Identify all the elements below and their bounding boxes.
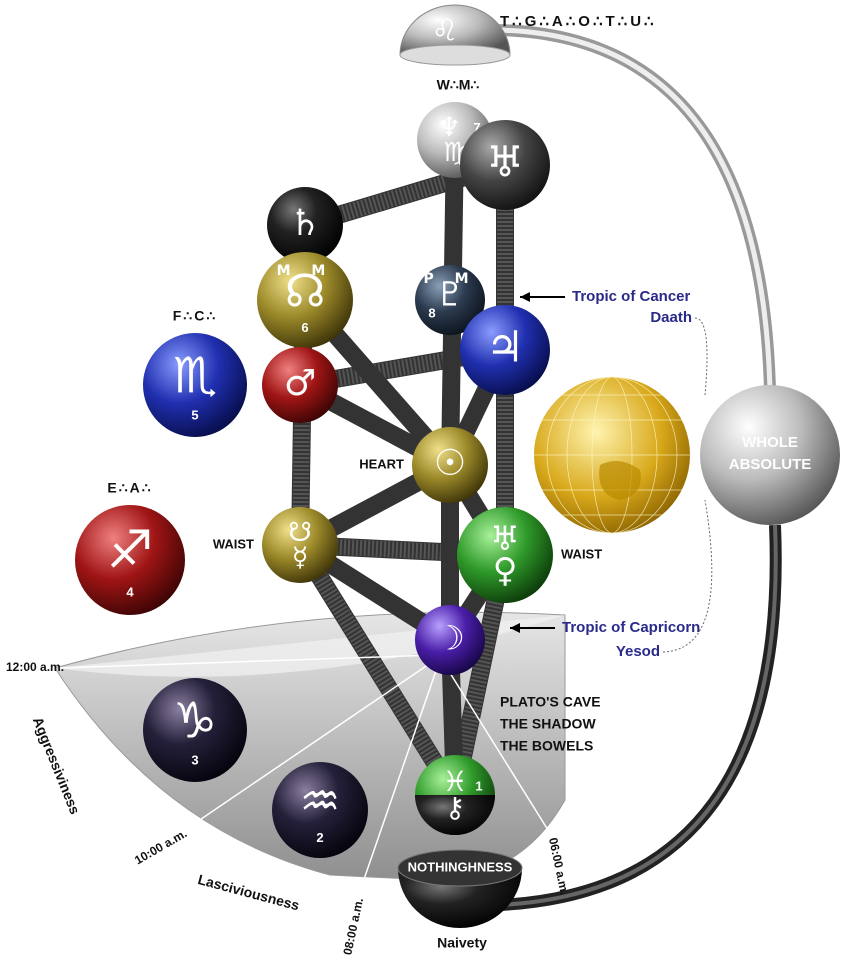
- sephira: Daath: [650, 309, 692, 326]
- trait: Lasciviousness: [196, 871, 301, 913]
- sphere: ♒2: [272, 762, 368, 858]
- nothingness-bowl: NOTHINGHNESS: [398, 850, 522, 928]
- sphere: ☊6M M: [257, 252, 353, 348]
- sphere-symbol: ☽: [435, 619, 465, 658]
- time-label: 06:00 a.m.: [546, 836, 572, 896]
- whole-absolute-label: WHOLE: [742, 434, 798, 451]
- sphere-symbol: ♄: [289, 202, 321, 244]
- symbol: ♌: [432, 14, 459, 49]
- sphere-number: 6: [301, 320, 308, 335]
- sphere-number: 3: [191, 753, 198, 768]
- sphere: ♃: [460, 305, 550, 395]
- whole-absolute-label: ABSOLUTE: [729, 456, 812, 473]
- sephira: Yesod: [616, 643, 660, 660]
- sphere-symbol: ☿: [292, 542, 308, 573]
- sphere-number: 5: [191, 408, 198, 423]
- top-hemisphere: ♌ T∴G∴A∴O∴T∴U∴ W∴M∴: [400, 5, 657, 93]
- sphere: ♄: [267, 187, 343, 263]
- sphere-label: HEART: [359, 456, 404, 471]
- sphere: ♓⚷1: [415, 755, 495, 835]
- sphere-number: 8: [428, 305, 435, 320]
- subtitle: W∴M∴: [437, 77, 480, 93]
- sphere-symbol: ♃: [486, 323, 524, 373]
- sphere-tag: M M: [277, 263, 334, 279]
- sphere: ♏ 5 F∴C∴: [143, 308, 247, 437]
- sphere-tag: P M: [423, 271, 476, 287]
- sphere-symbol: ♑: [173, 691, 217, 749]
- sphere-tag: F∴C∴: [173, 308, 217, 324]
- sphere: ♑3: [143, 678, 247, 782]
- time-label: 10:00 a.m.: [132, 826, 189, 867]
- sphere-symbol: ♒: [300, 775, 341, 828]
- time-label: 08:00 a.m.: [340, 897, 366, 957]
- cave-label: THE BOWELS: [500, 738, 593, 754]
- sphere-symbol: ♂: [284, 362, 316, 404]
- time-label: 12:00 a.m.: [6, 660, 64, 674]
- sphere-symbol: ♀: [493, 550, 518, 589]
- sphere-number: 4: [126, 584, 134, 599]
- sphere: ☉ HEART: [359, 427, 488, 503]
- sphere-number: 1: [475, 778, 482, 793]
- sphere-label: WAIST: [213, 536, 254, 551]
- diagram: WHOLE ABSOLUTE ♌ T∴G∴A∴O∴T∴U∴ W∴M∴ Tropi…: [0, 0, 849, 967]
- tropic-name: Tropic of Capricorn: [562, 619, 700, 636]
- sphere-symbol: ♏: [173, 346, 217, 404]
- sphere: ♐ 4 E∴A∴: [75, 480, 185, 615]
- sphere-label: WAIST: [561, 546, 602, 561]
- sphere-symbol: ⚷: [445, 791, 466, 824]
- earth-globe: [534, 377, 690, 533]
- nothingness-label: NOTHINGHNESS: [408, 859, 513, 874]
- cave-label: THE SHADOW: [500, 716, 596, 732]
- trait: Naivety: [437, 935, 487, 951]
- title: T∴G∴A∴O∴T∴U∴: [500, 13, 657, 30]
- sphere-number: 2: [316, 830, 323, 845]
- sphere-symbol: ☉: [434, 442, 466, 484]
- whole-absolute: WHOLE ABSOLUTE: [700, 385, 840, 525]
- tropic-name: Tropic of Cancer: [572, 288, 691, 305]
- sphere-tag: E∴A∴: [107, 480, 152, 496]
- sphere: ♅: [460, 120, 550, 210]
- sphere-symbol: ♅: [486, 138, 524, 188]
- cave-label: PLATO'S CAVE: [500, 694, 601, 710]
- sphere: ☋☿WAIST: [213, 507, 338, 583]
- sphere: ♂: [262, 347, 338, 423]
- sphere: ☽: [415, 605, 485, 675]
- trait: Aggressiviness: [30, 715, 84, 817]
- sphere-symbol: ♐: [107, 520, 154, 580]
